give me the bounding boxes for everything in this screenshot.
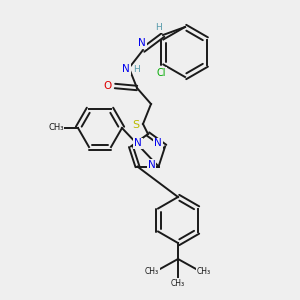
Text: S: S [132,120,140,130]
Text: Cl: Cl [157,68,166,77]
Text: CH₃: CH₃ [48,124,64,133]
Text: N: N [148,160,155,170]
Text: H: H [134,64,140,74]
Text: N: N [138,38,146,48]
Text: N: N [154,138,162,148]
Text: CH₃: CH₃ [197,268,211,277]
Text: N: N [134,138,142,148]
Text: CH₃: CH₃ [171,280,185,289]
Text: H: H [156,23,162,32]
Text: N: N [122,64,130,74]
Text: CH₃: CH₃ [145,268,159,277]
Text: O: O [104,81,112,91]
